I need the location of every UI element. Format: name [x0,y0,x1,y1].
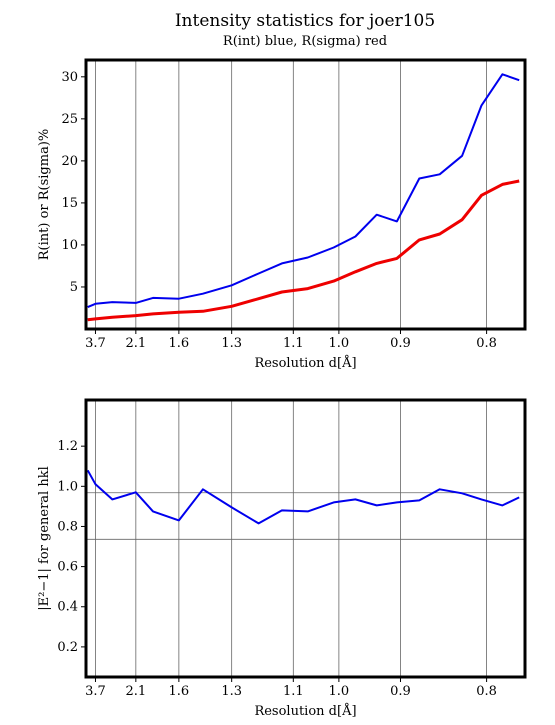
y-tick-label: 1.2 [57,439,78,454]
x-tick-label: 1.0 [329,336,350,351]
x-tick-label: 0.9 [390,336,411,351]
x-tick-label: 2.1 [125,336,146,351]
x-tick-label: 2.1 [125,684,146,699]
series-line-1 [87,179,520,322]
e2-ticks: 3.7 2.1 1.6 1.3 1.1 1.0 0.9 0.8 0.2 0.4 0.6 0.8 1.0 1… [57,439,497,699]
figure-subtitle: R(int) blue, R(sigma) red [223,34,387,49]
x-tick-label: 1.1 [283,684,304,699]
r-stats-grid [95,60,487,329]
x-tick-label: 0.8 [476,684,497,699]
y-tick-label: 5 [70,280,78,295]
x-tick-label: 1.1 [283,336,304,351]
r-stats-ticks: 3.7 2.1 1.6 1.3 1.1 1.0 0.9 0.8 5 10 15 20 25 30 [61,70,496,351]
y-tick-label: 30 [61,70,78,85]
x-tick-label: 1.6 [169,684,190,699]
figure-title: Intensity statistics for joer105 [175,11,435,31]
e2-chart: 3.7 2.1 1.6 1.3 1.1 1.0 0.9 0.8 0.2 0.4 0.6 0.8 1.0 1… [37,398,527,719]
y-tick-label: 1.0 [57,479,78,494]
series-line-0 [86,469,520,525]
x-tick-label: 3.7 [85,684,106,699]
x-tick-label: 0.9 [390,684,411,699]
r-stats-chart: 3.7 2.1 1.6 1.3 1.1 1.0 0.9 0.8 5 10 15 20 25 30 Reso… [37,58,527,371]
x-tick-label: 0.8 [476,336,497,351]
y-tick-label: 10 [61,238,78,253]
y-tick-label: 0.4 [57,600,78,615]
x-tick-label: 1.0 [329,684,350,699]
r-stats-xlabel: Resolution d[Å] [254,355,356,371]
y-tick-label: 15 [61,196,78,211]
r-stats-plot-frame [84,58,527,331]
y-tick-label: 25 [61,112,78,127]
y-tick-label: 0.8 [57,519,78,534]
x-tick-label: 1.3 [221,684,242,699]
r-stats-series [87,73,520,322]
e2-plot-frame [84,398,527,679]
x-tick-label: 1.3 [221,336,242,351]
y-tick-label: 0.2 [57,640,78,655]
x-tick-label: 1.6 [169,336,190,351]
e2-xlabel: Resolution d[Å] [254,703,356,719]
e2-grid [86,400,525,677]
y-tick-label: 20 [61,154,78,169]
e2-series [86,469,520,525]
y-tick-label: 0.6 [57,560,78,575]
x-tick-label: 3.7 [85,336,106,351]
e2-ylabel: |E²−1| for general hkl [37,466,52,611]
r-stats-ylabel: R(int) or R(sigma)% [37,129,52,261]
series-line-0 [87,73,520,309]
